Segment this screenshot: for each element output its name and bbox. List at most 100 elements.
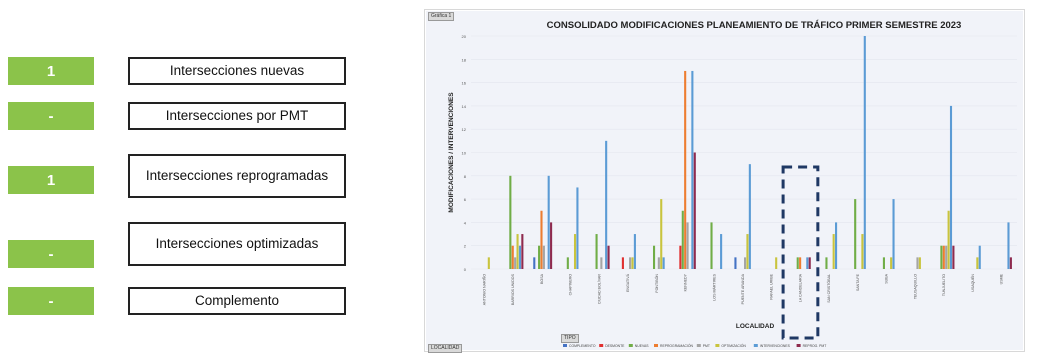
summary-value-badge: 1 [8,57,94,85]
summary-row: - Intersecciones por PMT [8,102,348,136]
bar [942,245,945,269]
bar [511,245,514,269]
summary-label: Intersecciones reprogramadas [128,154,346,198]
x-tick-label: USME [1000,273,1004,284]
legend-label: OPTIMIZACIÓN [721,343,746,348]
bar [521,234,524,269]
bar [662,257,665,269]
bar [976,257,979,269]
bar [566,257,569,269]
legend-swatch [654,344,658,347]
bar [835,222,838,269]
legend-swatch [796,344,801,347]
bar [775,257,778,269]
bar [854,199,857,269]
y-tick-label: 6 [464,197,467,202]
bar [949,105,953,270]
bar [538,245,541,269]
y-tick-label: 8 [464,174,467,179]
bar [1009,257,1012,269]
y-tick-label: 0 [464,267,467,272]
bar [633,234,636,269]
bar [621,257,624,269]
bar [576,187,579,269]
chart-filter-tag[interactable]: TIPO [561,334,579,343]
bar [796,257,799,269]
summary-row: 1 Intersecciones reprogramadas [8,154,348,198]
summary-row: 1 Intersecciones nuevas [8,57,348,91]
bar [952,245,955,269]
bar [734,257,737,269]
summary-value-badge: 1 [8,166,94,194]
bar [679,245,682,269]
legend-label: INTERVENCIONES [760,344,791,348]
bar [825,257,828,269]
highlight-box [781,165,820,340]
legend-swatch [563,344,567,347]
bar [487,257,490,269]
x-tick-label: PUENTE ARANDA [741,273,745,304]
legend-swatch [715,344,720,347]
bar [863,36,866,269]
y-tick-label: 4 [464,220,467,225]
x-tick-label: TUNJUELITO [942,274,946,296]
summary-label: Intersecciones por PMT [128,102,346,130]
x-tick-label: BARRIOS UNIDOS [511,273,515,305]
bar [540,210,543,269]
summary-label: Intersecciones optimizadas [128,222,346,266]
bar [861,234,864,269]
bar [631,257,634,269]
bar [892,199,895,269]
bar [652,245,656,269]
x-tick-label: LA CANDELARIA [798,273,802,302]
bar [978,245,981,269]
x-tick-label: FONTIBÓN [654,274,659,293]
legend-label: NUEVAS [635,344,649,348]
bar [595,234,598,269]
summary-value-badge: - [8,240,94,268]
summary-label: Intersecciones nuevas [128,57,346,85]
summary-value-badge: - [8,287,94,315]
x-tick-label: USAQUÉN [970,274,975,292]
x-tick-label: TEUSAQUILLO [913,274,917,299]
bar [629,257,632,269]
bar [547,175,550,269]
y-tick-label: 18 [462,57,467,62]
summary-row: - Intersecciones optimizadas [8,222,348,268]
chart-tag-bottom: LOCALIDAD [428,344,463,353]
chart-container: Gráfica 1 TIPO LOCALIDAD CONSOLIDADO MOD… [424,9,1025,353]
y-axis-label: MODIFICACIONES / INTERVENCIONES [448,92,455,213]
bar [533,257,536,269]
x-tick-label: SAN CRISTÓBAL [826,274,831,303]
y-tick-label: 10 [462,151,467,156]
summary-value-badge: - [8,102,94,130]
x-tick-label: LOS MÁRTIRES [712,273,716,300]
y-tick-label: 16 [462,81,467,86]
bar [1007,222,1010,269]
legend-swatch [599,344,604,347]
legend-label: DESMONTE [605,344,625,348]
x-tick-label: CHAPINERO [569,274,573,296]
x-tick-label: KENNEDY [684,273,688,291]
bar [542,245,545,269]
bar [940,245,943,269]
bar [509,175,512,269]
bar [748,164,751,269]
legend-label: COMPLEMENTO [569,344,596,348]
bar [918,257,921,269]
bar [808,257,811,269]
bar [573,234,577,269]
chart-tag-top: Gráfica 1 [428,12,455,21]
bar [550,222,553,269]
bar [710,222,713,269]
bar [605,140,608,269]
x-tick-label: BOSA [540,273,544,284]
legend-label: PMT [703,344,710,348]
x-tick-label: SANTA FE [856,273,860,291]
chart-svg: CONSOLIDADO MODIFICACIONES PLANEAMIENTO … [448,20,1017,348]
bar [514,257,517,269]
bar [890,257,893,269]
x-axis-label: LOCALIDAD [736,323,775,330]
bar [518,245,522,269]
x-tick-label: RAFAEL URIBE [770,273,774,299]
